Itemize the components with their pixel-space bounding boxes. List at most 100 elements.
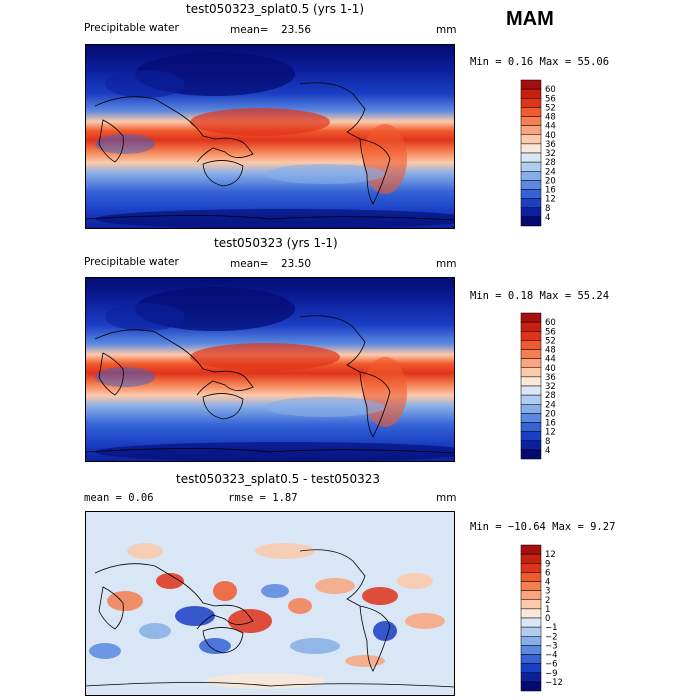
panel-3-coast-asia xyxy=(94,563,254,630)
colorbar-swatch xyxy=(520,79,542,90)
panel-2-variable-label: Precipitable water xyxy=(84,256,179,268)
panel-1-coast-antarctica xyxy=(85,215,455,221)
colorbar-swatch xyxy=(520,590,542,601)
colorbar-swatch xyxy=(520,681,542,692)
colorbar-swatch xyxy=(520,216,542,227)
colorbar-swatch xyxy=(520,572,542,582)
colorbar-level-label: 20 xyxy=(545,176,556,186)
panel-1-coast-australia xyxy=(202,160,244,187)
panel-3-range: Min = −10.64 Max = 9.27 xyxy=(470,521,616,533)
colorbar-swatch xyxy=(520,376,542,387)
colorbar-swatch xyxy=(520,440,542,451)
colorbar-level-label: −2 xyxy=(545,632,558,642)
colorbar-swatch xyxy=(520,189,542,199)
panel-2-mean-label: mean= xyxy=(230,258,269,270)
colorbar-level-label: 56 xyxy=(545,327,556,337)
panel-2-coast-samerica xyxy=(359,371,391,438)
colorbar-level-label: 36 xyxy=(545,373,556,383)
colorbar-swatch xyxy=(520,654,542,664)
season-label: MAM xyxy=(506,8,554,30)
colorbar-level-label: 40 xyxy=(545,131,556,141)
colorbar-level-label: 12 xyxy=(545,195,556,205)
colorbar-swatch xyxy=(520,331,542,341)
colorbar-swatch xyxy=(520,431,542,442)
colorbar-level-label: −6 xyxy=(545,660,558,670)
panel-2-mean-value: 23.50 xyxy=(281,258,312,270)
panel-2-coast-australia xyxy=(202,393,244,420)
colorbar-level-label: 8 xyxy=(545,437,550,447)
colorbar-swatch xyxy=(520,180,542,190)
colorbar-level-label: 12 xyxy=(545,550,556,560)
colorbar-level-label: 16 xyxy=(545,186,556,196)
colorbar-level-label: 52 xyxy=(545,336,556,346)
panel-1-coast-africa xyxy=(98,119,124,163)
colorbar-level-label: 36 xyxy=(545,140,556,150)
colorbar-level-label: 20 xyxy=(545,409,556,419)
colorbar-swatch xyxy=(520,422,542,432)
panel-3-coast-australia xyxy=(202,627,244,654)
colorbar-swatch xyxy=(520,88,542,99)
colorbar-level-label: 44 xyxy=(545,122,556,132)
panel-3-units: mm xyxy=(436,492,457,504)
colorbar-swatch xyxy=(520,358,542,369)
colorbar-swatch xyxy=(520,152,542,163)
colorbar-level-label: 56 xyxy=(545,94,556,104)
colorbar-level-label: 44 xyxy=(545,355,556,365)
colorbar-swatch xyxy=(520,385,542,396)
colorbar-swatch xyxy=(520,413,542,423)
panel-3-coast-namerica xyxy=(299,549,366,607)
colorbar-swatch xyxy=(520,663,542,674)
panel-3-coast-antarctica xyxy=(85,682,455,688)
colorbar-swatch xyxy=(520,367,542,378)
panel-2-coast-asia xyxy=(94,329,254,396)
colorbar-swatch xyxy=(520,626,542,637)
colorbar-swatch xyxy=(520,134,542,145)
colorbar-level-label: 52 xyxy=(545,103,556,113)
colorbar-level-label: 48 xyxy=(545,346,556,356)
panel-1-title: test050323_splat0.5 (yrs 1-1) xyxy=(186,2,365,16)
colorbar-swatch xyxy=(520,581,542,591)
panel-1-coast-samerica xyxy=(359,138,391,205)
colorbar-swatch xyxy=(520,98,542,108)
colorbar-swatch xyxy=(520,636,542,646)
colorbar-level-label: 12 xyxy=(545,428,556,438)
panel-2-coast-antarctica xyxy=(85,448,455,454)
panel-3-rmse: rmse = 1.87 xyxy=(228,492,298,504)
panel-2-title: test050323 (yrs 1-1) xyxy=(214,236,338,250)
colorbar-swatch xyxy=(520,404,542,414)
colorbar-swatch xyxy=(520,645,542,655)
colorbar-level-label: 6 xyxy=(545,568,550,578)
panel-1-mean-value: 23.56 xyxy=(281,24,312,36)
panel-3-title: test050323_splat0.5 - test050323 xyxy=(176,472,381,486)
colorbar-level-label: 4 xyxy=(545,213,550,223)
colorbar-level-label: 8 xyxy=(545,204,550,214)
colorbar-swatch xyxy=(520,544,542,555)
colorbar-swatch xyxy=(520,116,542,126)
colorbar-level-label: 4 xyxy=(545,446,550,456)
colorbar-swatch xyxy=(520,394,542,405)
colorbar-swatch xyxy=(520,312,542,323)
colorbar-swatch xyxy=(520,321,542,332)
colorbar-swatch xyxy=(520,171,542,181)
colorbar-swatch xyxy=(520,161,542,172)
colorbar-swatch xyxy=(520,599,542,610)
colorbar-level-label: 60 xyxy=(545,318,556,328)
panel-1-variable-label: Precipitable water xyxy=(84,22,179,34)
colorbar-level-label: −4 xyxy=(545,651,558,661)
colorbar-level-label: 28 xyxy=(545,391,556,401)
panel-2-coast-namerica xyxy=(299,315,366,373)
colorbar-level-label: 48 xyxy=(545,113,556,123)
panel-3-mean: mean = 0.06 xyxy=(84,492,154,504)
colorbar-level-label: −3 xyxy=(545,641,558,651)
panel-1-units: mm xyxy=(436,24,457,36)
colorbar-swatch xyxy=(520,449,542,460)
colorbar-swatch xyxy=(520,617,542,628)
colorbar-level-label: 24 xyxy=(545,400,556,410)
colorbar-level-label: 3 xyxy=(545,587,550,597)
colorbar-swatch xyxy=(520,608,542,619)
colorbar-level-label: 32 xyxy=(545,149,556,159)
panel-3-map xyxy=(85,511,455,696)
panel-2-range: Min = 0.18 Max = 55.24 xyxy=(470,290,610,302)
